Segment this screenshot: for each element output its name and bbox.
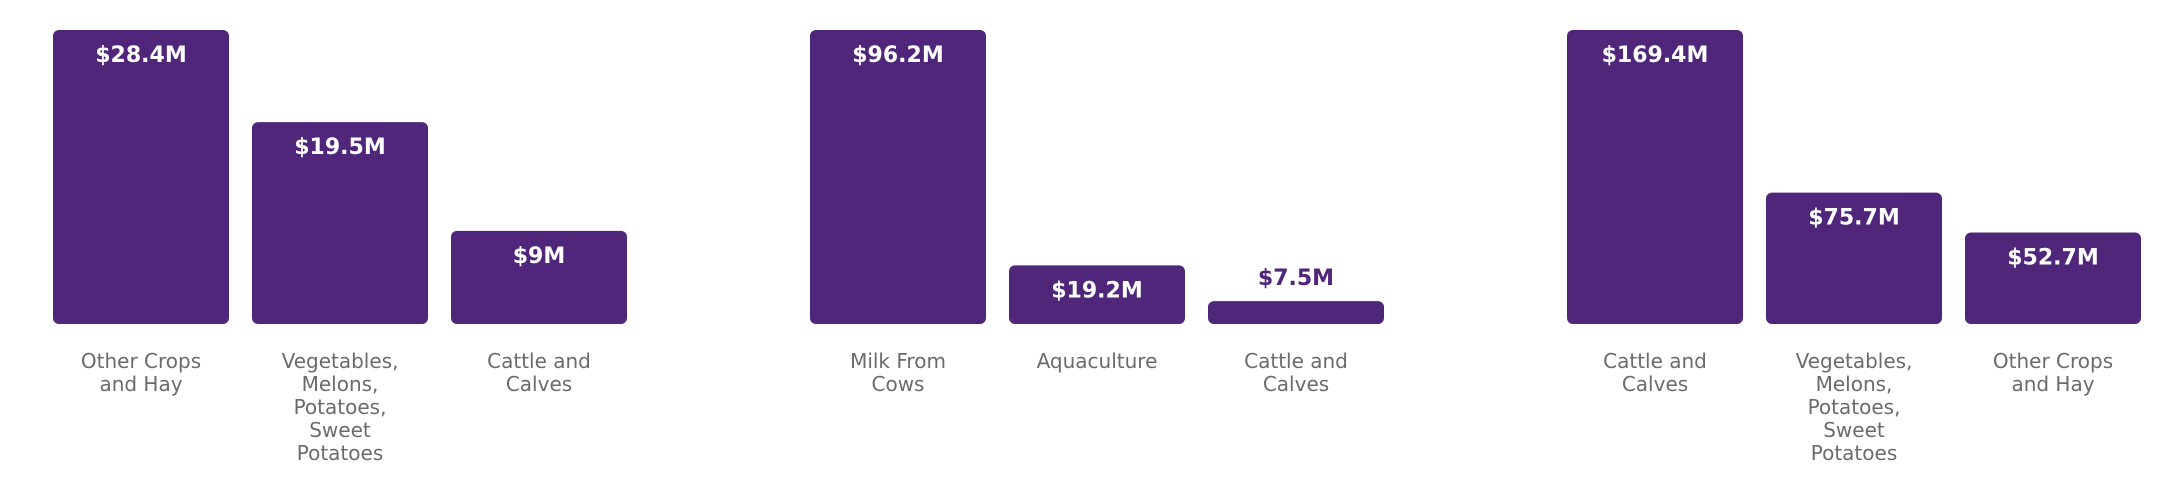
category-label-line: Cattle and bbox=[1244, 349, 1348, 373]
bar-2-3 bbox=[1208, 301, 1384, 324]
bar-2-1 bbox=[810, 30, 986, 324]
category-label-3-2: Vegetables, Melons, Potatoes, Sweet Potatoes bbox=[1796, 349, 1913, 465]
category-label-line: Other Crops bbox=[1993, 349, 2113, 373]
category-label-line: Vegetables, bbox=[282, 349, 399, 373]
bar-1-3 bbox=[451, 230, 627, 324]
category-label-line: Aquaculture bbox=[1037, 349, 1158, 373]
category-label-line: Potatoes, bbox=[294, 395, 387, 419]
bar-3-2 bbox=[1766, 192, 1942, 324]
category-label-line: and Hay bbox=[99, 372, 182, 396]
value-label-3-2: $75.7M bbox=[1808, 206, 1899, 231]
category-label-line: Calves bbox=[1263, 372, 1329, 396]
category-label-line: Sweet bbox=[1823, 418, 1885, 442]
value-label-3-3: $52.7M bbox=[2007, 246, 2098, 271]
category-label-line: Vegetables, bbox=[1796, 349, 1913, 373]
category-label-line: Melons, bbox=[1816, 372, 1893, 396]
value-label-2-3: $7.5M bbox=[1258, 266, 1334, 291]
bar-chart-3: $169.4M Cattle and Calves $75.7M Vegetables,… bbox=[1567, 30, 2141, 465]
value-label-3-1: $169.4M bbox=[1602, 43, 1709, 68]
category-label-3-1: Cattle and Calves bbox=[1603, 349, 1707, 396]
value-label-1-3: $9M bbox=[513, 244, 566, 269]
category-label-2-1: Milk From Cows bbox=[850, 349, 946, 396]
category-label-line: Cattle and bbox=[487, 349, 591, 373]
category-label-1-2: Vegetables, Melons, Potatoes, Sweet Potatoes bbox=[282, 349, 399, 465]
category-label-line: Cattle and bbox=[1603, 349, 1707, 373]
category-label-line: Calves bbox=[506, 372, 572, 396]
category-label-line: Melons, bbox=[302, 372, 379, 396]
bar-3-1 bbox=[1567, 30, 1743, 324]
bar-1-2 bbox=[252, 122, 428, 324]
bar-chart-2: $96.2M Milk From Cows $19.2M Aquaculture $7.5… bbox=[810, 30, 1384, 396]
category-label-line: Potatoes bbox=[297, 441, 383, 465]
value-label-2-2: $19.2M bbox=[1051, 278, 1142, 303]
category-label-line: and Hay bbox=[2011, 372, 2094, 396]
category-label-1-1: Other Crops and Hay bbox=[81, 349, 201, 396]
category-label-line: Other Crops bbox=[81, 349, 201, 373]
category-label-1-3: Cattle and Calves bbox=[487, 349, 591, 396]
value-label-1-2: $19.5M bbox=[294, 135, 385, 160]
bar-3-3 bbox=[1965, 232, 2141, 324]
category-label-line: Potatoes, bbox=[1808, 395, 1901, 419]
value-label-1-1: $28.4M bbox=[95, 43, 186, 68]
value-label-2-1: $96.2M bbox=[852, 43, 943, 68]
category-label-3-3: Other Crops and Hay bbox=[1993, 349, 2113, 396]
category-label-2-2: Aquaculture bbox=[1037, 349, 1158, 373]
category-label-2-3: Cattle and Calves bbox=[1244, 349, 1348, 396]
bar-chart-1: $28.4M Other Crops and Hay $19.5M Vegetables… bbox=[53, 30, 627, 465]
category-label-line: Cows bbox=[872, 372, 925, 396]
category-label-line: Sweet bbox=[309, 418, 371, 442]
bar-1-1 bbox=[53, 30, 229, 324]
category-label-line: Calves bbox=[1622, 372, 1688, 396]
category-label-line: Milk From bbox=[850, 349, 946, 373]
bar-2-2 bbox=[1009, 265, 1185, 324]
category-label-line: Potatoes bbox=[1811, 441, 1897, 465]
